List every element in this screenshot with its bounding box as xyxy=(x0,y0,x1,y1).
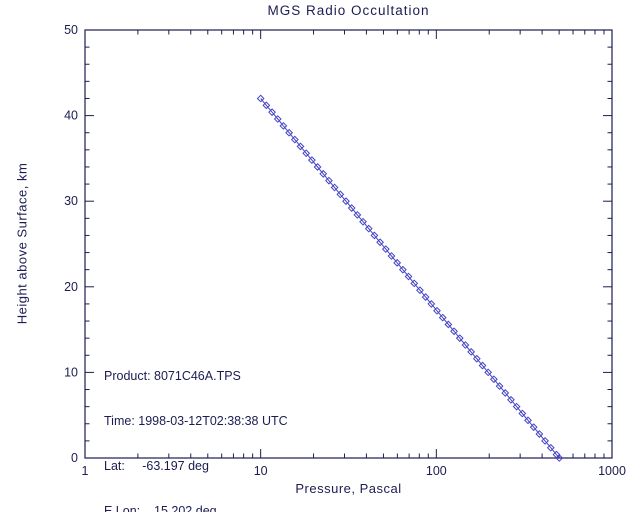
diamond-marker xyxy=(535,430,544,438)
x-axis-ticks xyxy=(84,30,613,458)
annotation-elon: E Lon: 15.202 deg xyxy=(104,504,217,512)
diamond-marker xyxy=(313,163,322,171)
diamond-marker xyxy=(336,190,345,199)
diamond-marker xyxy=(290,135,299,144)
diamond-marker xyxy=(438,313,447,322)
diamond-marker xyxy=(555,454,564,462)
diamond-marker xyxy=(478,361,487,370)
diamond-marker xyxy=(450,327,458,336)
annotation-block: Product: 8071C46A.TPS Time: 1998-03-12T0… xyxy=(104,339,288,512)
diamond-marker xyxy=(364,224,373,233)
diamond-marker xyxy=(404,272,413,281)
diamond-marker xyxy=(421,293,430,301)
diamond-marker xyxy=(529,423,538,432)
diamond-marker xyxy=(472,354,481,363)
diamond-marker xyxy=(370,231,379,240)
diamond-marker xyxy=(410,279,419,288)
diamond-marker xyxy=(433,306,441,315)
diamond-marker xyxy=(489,375,498,384)
annotation-product: Product: 8071C46A.TPS xyxy=(104,369,241,383)
diamond-marker xyxy=(507,395,515,404)
y-axis-ticks xyxy=(85,29,612,459)
y-tick-label: 20 xyxy=(64,280,78,294)
annotation-time: Time: 1998-03-12T02:38:38 UTC xyxy=(104,414,288,428)
diamond-marker xyxy=(307,156,316,165)
y-tick-label: 40 xyxy=(64,109,78,123)
diamond-marker xyxy=(319,169,328,178)
diamond-marker xyxy=(376,238,385,247)
chart-title: MGS Radio Occultation xyxy=(267,3,430,18)
data-markers xyxy=(256,94,564,462)
diamond-marker xyxy=(398,265,407,274)
diamond-marker xyxy=(273,115,282,123)
data-line xyxy=(260,98,560,459)
diamond-marker xyxy=(455,334,464,343)
diamond-marker xyxy=(444,320,453,329)
y-tick-label: 0 xyxy=(71,451,78,465)
diamond-marker xyxy=(256,94,265,103)
diamond-marker xyxy=(302,149,311,158)
y-tick-label: 30 xyxy=(64,194,78,208)
y-tick-label: 50 xyxy=(64,23,78,37)
y-tick-labels: 0 10 20 30 40 50 xyxy=(64,23,78,465)
diamond-marker xyxy=(347,204,356,212)
x-tick-label: 1000 xyxy=(598,464,626,478)
diamond-marker xyxy=(268,108,276,117)
diamond-marker xyxy=(484,368,493,377)
diamond-marker xyxy=(325,176,333,185)
diamond-marker xyxy=(381,245,390,254)
diamond-marker xyxy=(416,286,424,295)
diamond-marker xyxy=(495,382,504,391)
x-tick-label: 100 xyxy=(426,464,447,478)
diamond-marker xyxy=(518,409,527,418)
diamond-marker xyxy=(524,416,532,425)
diamond-marker xyxy=(512,402,521,411)
diamond-marker xyxy=(501,389,510,397)
diamond-marker xyxy=(467,347,476,356)
diamond-marker xyxy=(461,341,470,349)
data-series xyxy=(260,98,560,459)
diamond-marker xyxy=(279,121,288,130)
diamond-marker xyxy=(353,210,362,219)
diamond-marker xyxy=(285,128,294,137)
diamond-marker xyxy=(541,436,549,445)
diamond-marker xyxy=(387,252,396,260)
x-tick-label: 1 xyxy=(82,464,89,478)
x-tick-label: 10 xyxy=(254,464,268,478)
y-tick-label: 10 xyxy=(64,365,78,379)
plot-frame xyxy=(84,29,613,459)
diamond-marker xyxy=(393,258,402,267)
diamond-marker xyxy=(342,197,350,206)
y-axis-label: Height above Surface, km xyxy=(14,162,30,325)
diamond-marker xyxy=(262,101,271,110)
diamond-marker xyxy=(546,443,555,452)
diamond-marker xyxy=(330,183,339,192)
diamond-marker xyxy=(427,300,436,308)
x-axis-label: Pressure, Pascal xyxy=(295,481,402,496)
x-tick-labels: 1 10 100 1000 xyxy=(82,464,626,478)
diamond-marker xyxy=(359,217,367,226)
diamond-marker xyxy=(296,142,305,151)
annotation-lat: Lat: -63.197 deg xyxy=(104,459,209,473)
